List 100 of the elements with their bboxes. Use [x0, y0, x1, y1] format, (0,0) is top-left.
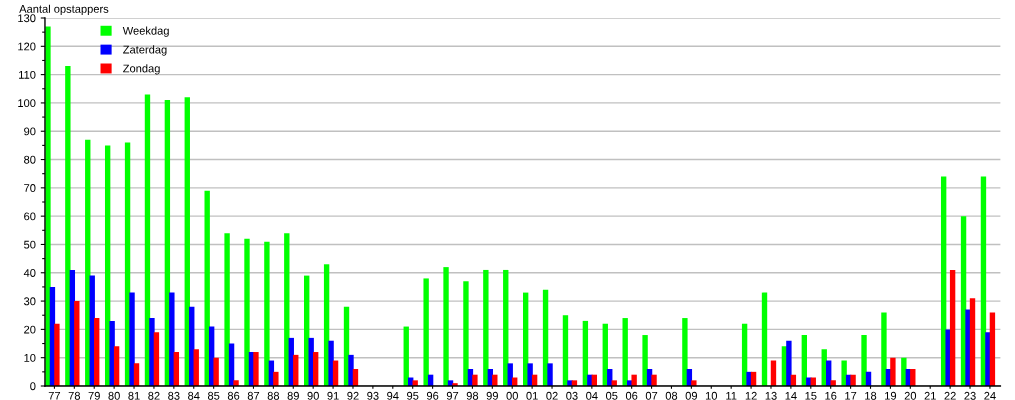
x-tick-label: 12	[745, 391, 757, 400]
bar	[312, 352, 319, 386]
bar	[830, 380, 836, 386]
bar	[691, 380, 697, 386]
x-tick-label: 16	[825, 391, 837, 400]
legend-label: Weekdag	[122, 26, 169, 37]
x-tick-label: 83	[168, 391, 180, 400]
bar	[244, 238, 250, 386]
y-tick-label: 100	[18, 99, 36, 108]
y-tick-label: 90	[24, 127, 36, 136]
x-tick-label: 88	[267, 391, 280, 400]
x-tick-label: 17	[845, 391, 857, 400]
bar	[651, 374, 657, 386]
y-tick-label: 30	[24, 297, 36, 306]
bar	[204, 190, 210, 386]
bar	[949, 269, 956, 386]
bar	[472, 374, 478, 386]
x-tick-label: 87	[247, 391, 260, 400]
x-tick-label: 77	[48, 391, 61, 400]
bar	[527, 363, 533, 386]
y-tick-label: 0	[30, 382, 36, 391]
y-tick-label: 20	[24, 325, 36, 334]
bar	[547, 363, 553, 386]
x-tick-label: 95	[407, 391, 419, 400]
x-tick-label: 11	[726, 391, 737, 400]
x-tick-label: 08	[665, 391, 678, 400]
x-tick-label: 80	[108, 391, 120, 400]
x-tick-label: 20	[904, 391, 917, 400]
bar	[841, 360, 847, 386]
bar	[890, 357, 896, 386]
bar	[65, 66, 71, 386]
bar	[94, 318, 100, 386]
x-tick-label: 92	[347, 391, 359, 400]
y-tick-label: 110	[19, 70, 36, 79]
bar	[503, 269, 509, 386]
x-tick-label: 23	[964, 391, 976, 400]
x-tick-label: 85	[207, 391, 220, 400]
bar	[85, 139, 91, 386]
x-tick-label: 97	[446, 391, 459, 400]
bar	[463, 281, 469, 386]
x-tick-label: 93	[367, 391, 379, 400]
bar	[293, 354, 299, 386]
bar	[284, 233, 290, 386]
x-tick-label: 04	[586, 391, 598, 400]
x-tick-label: 90	[307, 391, 319, 400]
x-tick-label: 19	[885, 391, 897, 400]
x-tick-label: 98	[466, 391, 479, 400]
bar	[861, 335, 867, 386]
bar	[109, 320, 115, 386]
x-tick-label: 96	[426, 391, 439, 400]
bar	[253, 352, 259, 386]
x-tick-label: 02	[546, 391, 558, 400]
x-tick-label: 09	[685, 391, 698, 400]
x-tick-label: 14	[785, 391, 797, 400]
bar	[562, 315, 569, 386]
x-tick-label: 78	[68, 391, 81, 400]
bar	[264, 241, 270, 386]
bar	[901, 357, 907, 386]
x-tick-label: 82	[148, 391, 160, 400]
x-tick-label: 91	[327, 391, 339, 400]
bar	[881, 312, 887, 386]
x-tick-label: 99	[486, 391, 498, 400]
bar	[969, 298, 976, 386]
bar	[622, 318, 628, 386]
x-tick-label: 84	[188, 391, 200, 400]
bar	[989, 312, 996, 386]
bar	[173, 352, 180, 386]
x-tick-label: 79	[88, 391, 100, 400]
x-tick-label: 10	[705, 391, 718, 400]
bar	[850, 374, 856, 386]
legend-label: Zaterdag	[123, 45, 167, 56]
x-tick-label: 86	[227, 391, 240, 400]
bar	[682, 318, 688, 386]
x-tick-label: 21	[924, 391, 936, 400]
x-tick-label: 81	[128, 391, 140, 400]
bar	[113, 346, 120, 386]
legend-label: Zondag	[123, 64, 160, 75]
bar	[304, 275, 310, 386]
x-tick-label: 00	[506, 391, 518, 400]
bar	[761, 292, 768, 386]
bar	[348, 354, 354, 386]
y-tick-label: 120	[18, 42, 36, 51]
y-tick-label: 50	[24, 240, 36, 249]
x-tick-label: 15	[805, 391, 817, 400]
bar	[129, 292, 135, 386]
bar	[328, 340, 334, 386]
bar	[169, 292, 175, 386]
y-tick-label: 80	[24, 155, 36, 164]
bar	[786, 340, 792, 386]
x-tick-label: 01	[526, 391, 538, 400]
x-tick-label: 05	[606, 391, 618, 400]
bar	[233, 380, 239, 386]
bar	[189, 306, 195, 386]
bar	[631, 374, 637, 386]
x-tick-label: 22	[944, 391, 956, 400]
bar	[213, 357, 219, 386]
bar	[74, 301, 80, 386]
bar	[642, 335, 648, 386]
y-tick-label: 130	[18, 14, 36, 23]
x-tick-label: 24	[984, 391, 996, 400]
